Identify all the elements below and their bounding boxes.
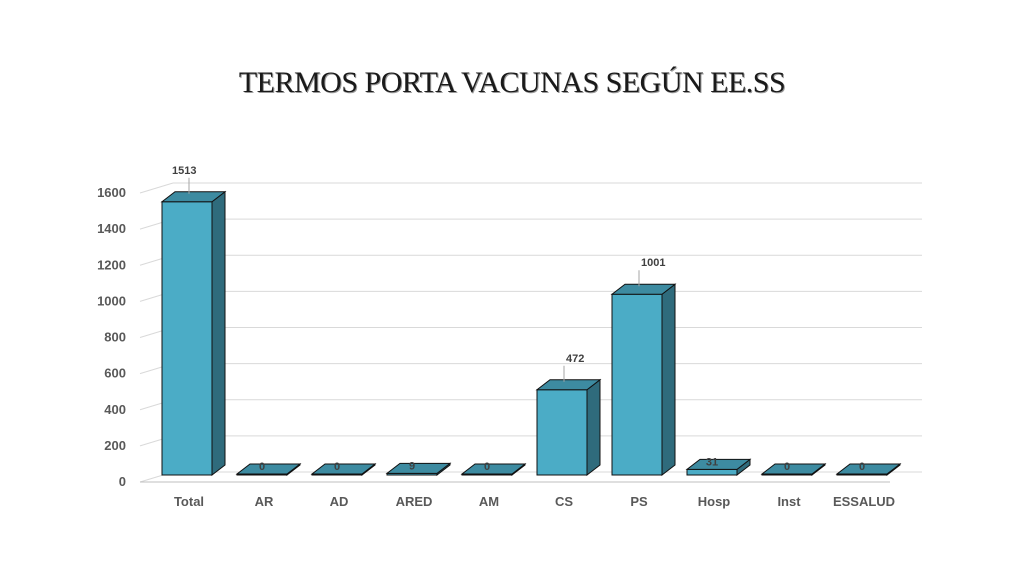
x-tick-label: Total xyxy=(174,494,204,509)
bar xyxy=(760,462,827,477)
data-label: 472 xyxy=(566,353,584,365)
bar-top xyxy=(610,283,677,295)
bar xyxy=(235,462,302,477)
data-label: 0 xyxy=(859,461,865,473)
chart-title: TERMOS PORTA VACUNAS SEGÚN EE.SS xyxy=(238,66,786,99)
x-tick-label: AD xyxy=(330,494,349,509)
bar-top xyxy=(235,463,302,475)
y-tick-label: 800 xyxy=(104,330,126,345)
bar xyxy=(610,283,677,477)
y-tick-label: 0 xyxy=(119,474,126,489)
bar xyxy=(835,462,902,477)
y-tick-label: 1200 xyxy=(97,257,126,272)
y-tick-label: 1000 xyxy=(97,293,126,308)
x-tick-label: AR xyxy=(255,494,274,509)
y-axis-ticks: 0 200 400 600 800 1000 1200 1400 1600 xyxy=(97,185,126,489)
bar-top xyxy=(160,191,227,203)
bar xyxy=(535,378,602,477)
gridline-side xyxy=(139,182,174,194)
data-label: 31 xyxy=(706,456,718,468)
data-label: 0 xyxy=(484,461,490,473)
bar xyxy=(685,458,752,477)
bar-top xyxy=(685,458,752,470)
x-axis-labels: Total AR AD ARED AM CS PS Hosp Inst ESSALUD xyxy=(174,494,895,509)
x-tick-label: AM xyxy=(479,494,499,509)
bar-top xyxy=(535,379,602,391)
bar-front xyxy=(686,468,738,476)
data-label: 9 xyxy=(409,460,415,472)
data-labels: 1513 0 0 9 0 472 1001 31 0 0 xyxy=(172,165,865,473)
x-tick-label: CS xyxy=(555,494,573,509)
bar-top xyxy=(460,463,527,475)
data-label: 0 xyxy=(784,461,790,473)
bars xyxy=(160,190,902,477)
bar xyxy=(160,190,227,477)
y-tick-label: 200 xyxy=(104,438,126,453)
bar xyxy=(460,462,527,477)
x-tick-label: Inst xyxy=(777,494,801,509)
bar xyxy=(385,462,452,477)
data-label: 0 xyxy=(259,461,265,473)
x-tick-label: Hosp xyxy=(698,494,731,509)
data-label: 0 xyxy=(334,461,340,473)
data-label: 1513 xyxy=(172,165,196,177)
bar-front xyxy=(611,293,663,476)
bar-top xyxy=(760,463,827,475)
x-tick-label: ESSALUD xyxy=(833,494,895,509)
bar-front xyxy=(536,389,588,476)
bar-side xyxy=(211,190,226,477)
bar-side xyxy=(586,378,601,477)
bar-top xyxy=(385,462,452,474)
bar-top xyxy=(310,463,377,475)
bar-side xyxy=(661,283,676,477)
data-label: 1001 xyxy=(641,257,665,269)
y-tick-label: 1400 xyxy=(97,221,126,236)
y-tick-label: 400 xyxy=(104,402,126,417)
bar-top xyxy=(835,463,902,475)
y-tick-label: 1600 xyxy=(97,185,126,200)
x-tick-label: ARED xyxy=(396,494,433,509)
x-tick-label: PS xyxy=(630,494,648,509)
grid-lines xyxy=(139,182,922,483)
bar xyxy=(310,462,377,477)
bar-front xyxy=(161,201,213,476)
y-tick-label: 600 xyxy=(104,366,126,381)
